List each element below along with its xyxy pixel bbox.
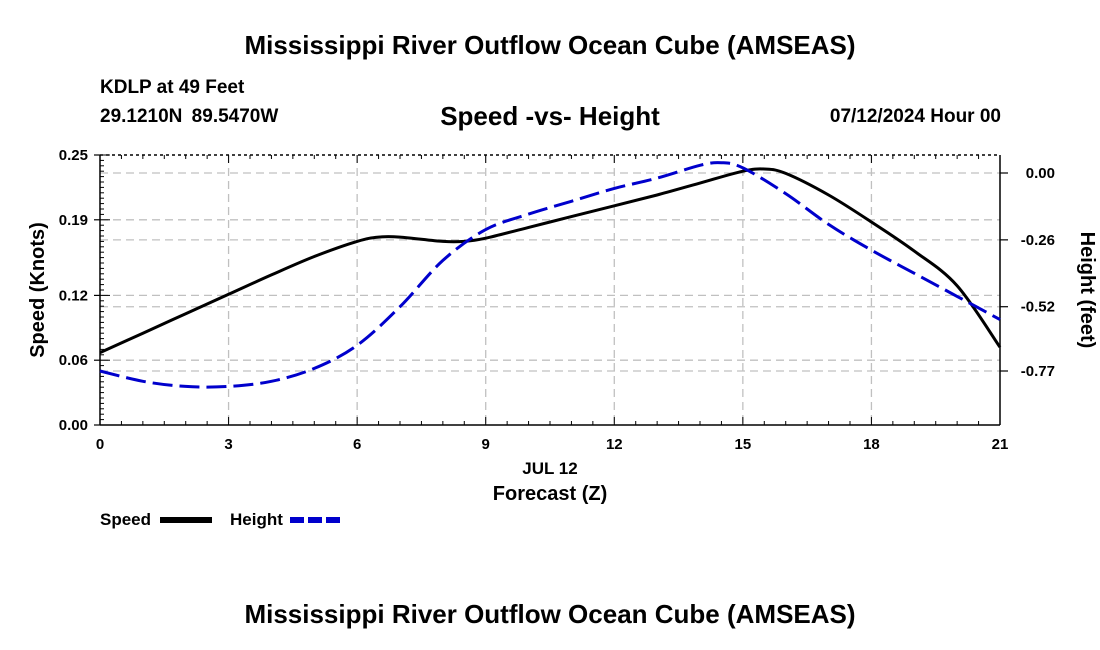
series-line-speed bbox=[99, 167, 1002, 354]
x-tick-label: 9 bbox=[482, 436, 490, 453]
x-tick-label: 3 bbox=[224, 436, 232, 453]
y-tick-label: 0.12 bbox=[59, 287, 88, 304]
y-tick-label: 0.00 bbox=[59, 417, 88, 434]
y-axis-label: Speed (Knots) bbox=[27, 222, 49, 358]
x-axis-label: Forecast (Z) bbox=[493, 483, 607, 505]
y2-axis-label: Height (feet) bbox=[1076, 232, 1098, 349]
legend: Speed Height bbox=[100, 510, 342, 529]
series-lines bbox=[99, 161, 1002, 389]
footer-title: Mississippi River Outflow Ocean Cube (AM… bbox=[244, 599, 856, 629]
main-title: Mississippi River Outflow Ocean Cube (AM… bbox=[244, 30, 856, 60]
x-tick-label: 12 bbox=[606, 436, 623, 453]
series-line-height bbox=[99, 161, 1001, 389]
y-tick-label: 0.06 bbox=[59, 352, 88, 369]
y2-tick-label: -0.26 bbox=[1021, 232, 1055, 249]
x-tick-label: 6 bbox=[353, 436, 361, 453]
datetime-label: 07/12/2024 Hour 00 bbox=[829, 106, 1001, 127]
chart-subtitle: Speed -vs- Height bbox=[440, 101, 660, 131]
coordinates-label: 29.1210N 89.5470W bbox=[100, 106, 279, 127]
y2-tick-label: 0.00 bbox=[1026, 165, 1055, 182]
axes: 0 3 6 9 12 15 18 21 0.00 0.06 0.12 0.19 0.25 0.00 -0.2… bbox=[59, 147, 1055, 453]
x-tick-label: 15 bbox=[735, 436, 752, 453]
x-date-label: JUL 12 bbox=[522, 459, 577, 478]
x-tick-label: 0 bbox=[96, 436, 104, 453]
y2-tick-label: -0.52 bbox=[1021, 299, 1055, 316]
y2-tick-label: -0.77 bbox=[1021, 363, 1055, 380]
x-tick-label: 18 bbox=[863, 436, 880, 453]
x-tick-label: 21 bbox=[992, 436, 1009, 453]
y-tick-label: 0.25 bbox=[59, 147, 88, 164]
legend-label-height: Height bbox=[230, 510, 283, 529]
y-tick-label: 0.19 bbox=[59, 212, 88, 229]
station-label: KDLP at 49 Feet bbox=[100, 77, 245, 98]
grid-lines bbox=[100, 155, 1000, 425]
legend-label-speed: Speed bbox=[100, 510, 151, 529]
